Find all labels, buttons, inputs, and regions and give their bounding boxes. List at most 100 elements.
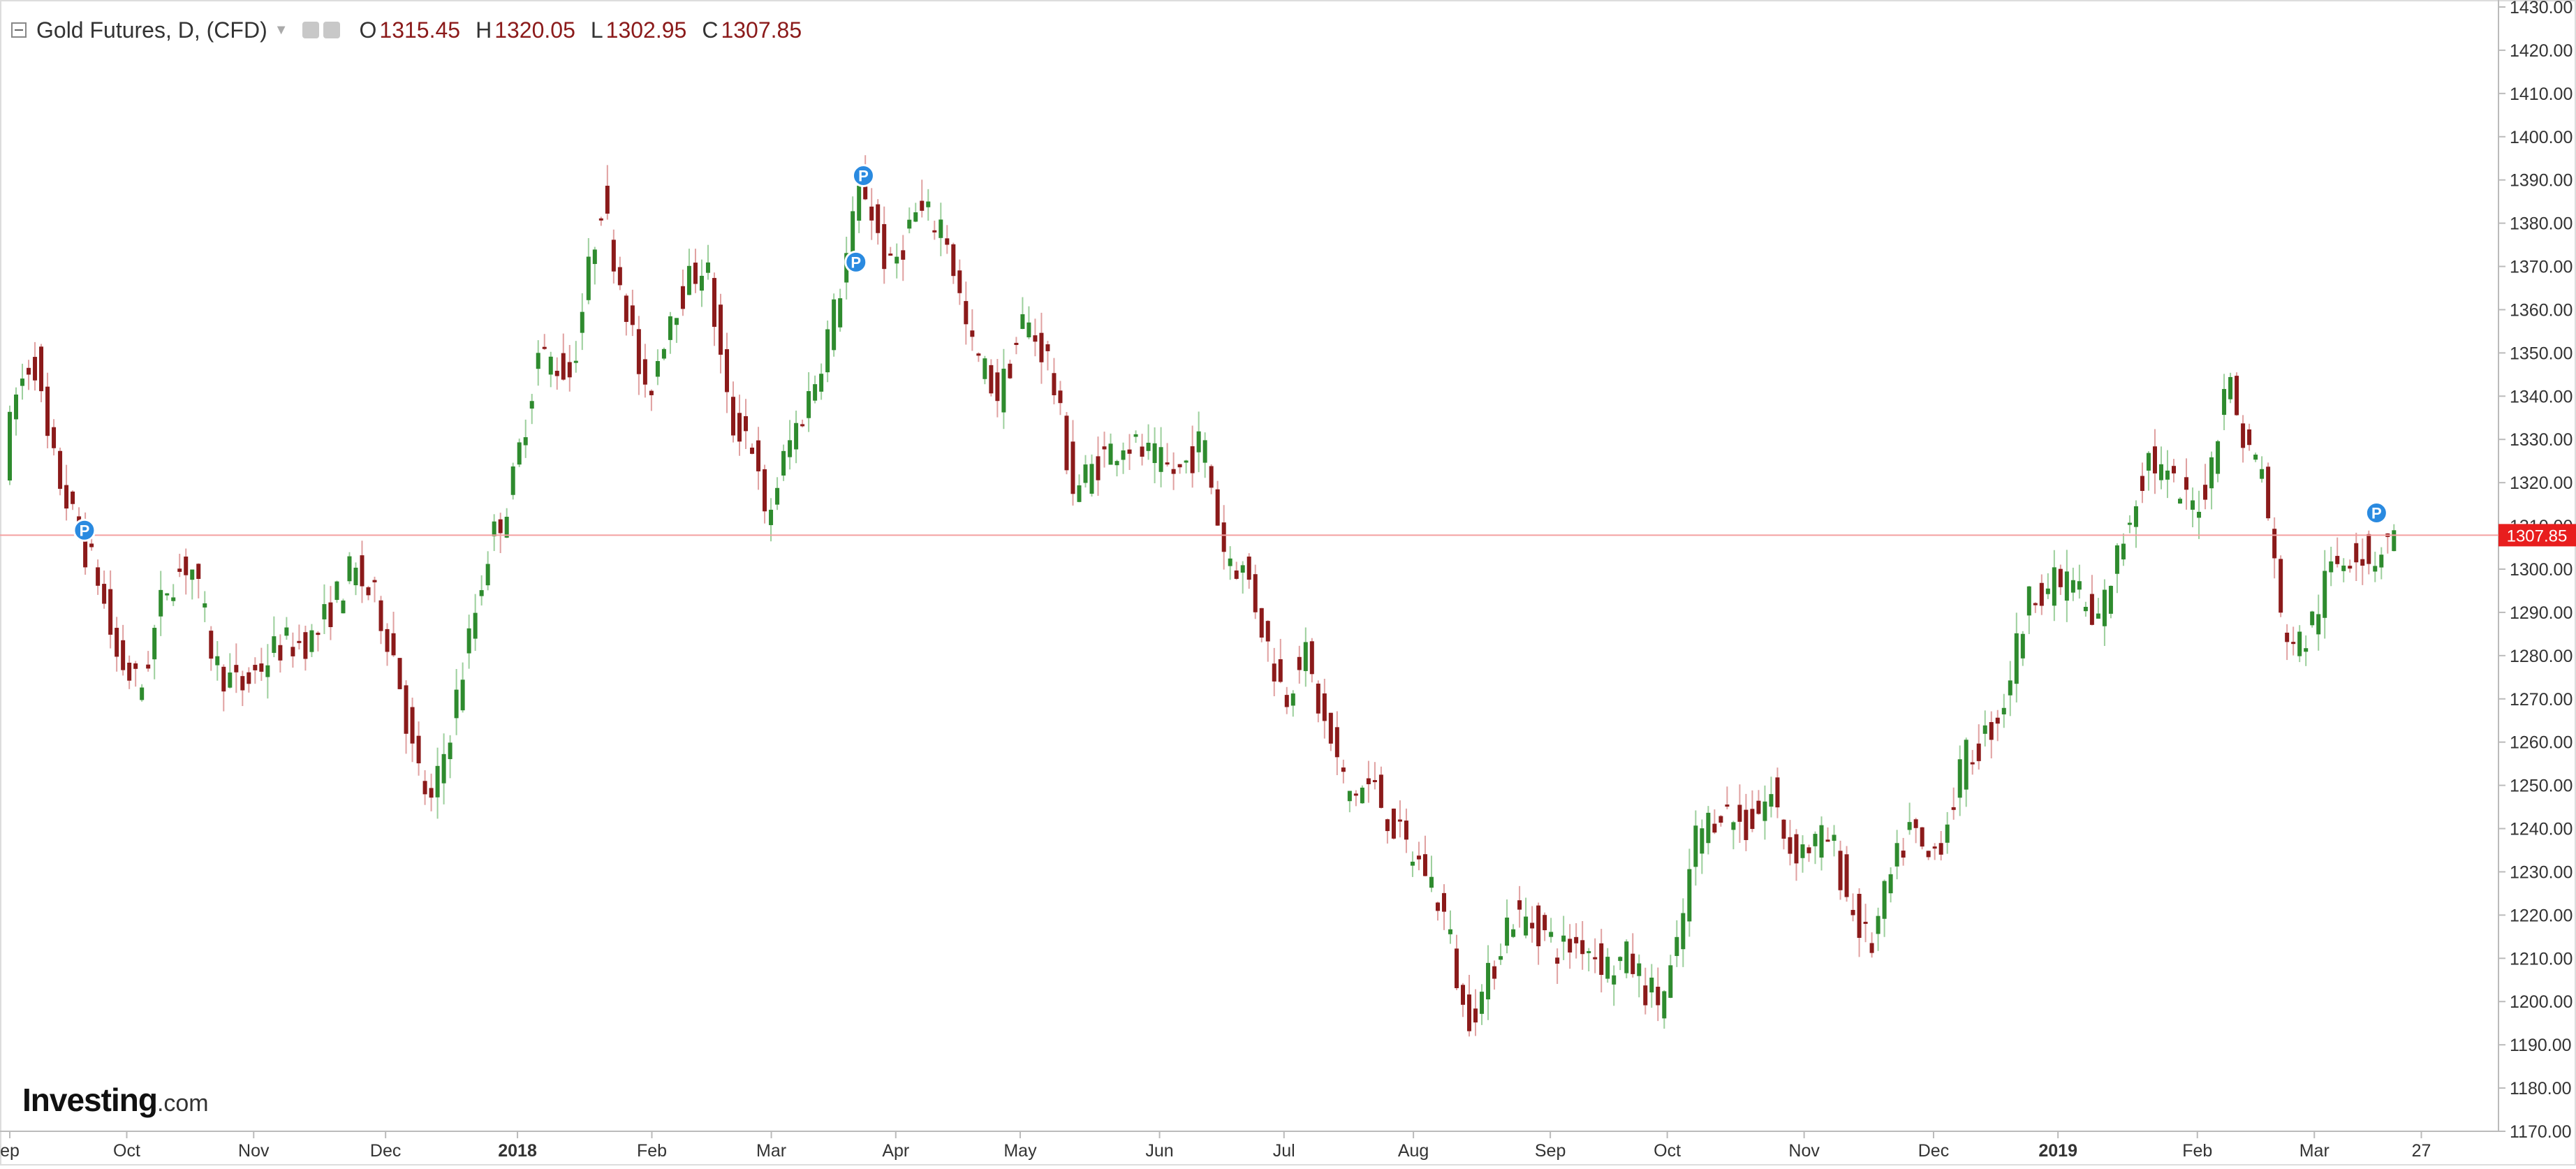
- event-marker[interactable]: [73, 518, 96, 542]
- candle-up: [215, 656, 220, 666]
- candle-up: [2001, 707, 2006, 714]
- candle-down: [1102, 446, 1107, 450]
- candle-down: [1857, 893, 1862, 939]
- time-axis-label: Feb: [2182, 1141, 2212, 1161]
- event-marker[interactable]: [2364, 501, 2388, 524]
- candle-down: [882, 223, 887, 270]
- candle-down: [605, 185, 610, 214]
- price-axis-label: 1340.00: [2510, 387, 2573, 406]
- open-value: 1315.45: [379, 17, 461, 43]
- candle-down: [196, 564, 201, 580]
- logo-suffix: .com: [156, 1090, 209, 1117]
- candle-down: [2058, 568, 2063, 587]
- candle-down: [1775, 777, 1780, 808]
- candle-up: [228, 672, 233, 688]
- collapse-icon[interactable]: [11, 22, 27, 38]
- candle-up: [441, 753, 446, 784]
- candle-up: [2379, 554, 2384, 568]
- candle-down: [1140, 446, 1145, 457]
- candle-down: [303, 632, 308, 659]
- investing-logo[interactable]: Investing.com: [22, 1081, 209, 1119]
- candle-down: [932, 230, 937, 233]
- candle-up: [8, 411, 12, 481]
- candle-down: [1234, 570, 1239, 579]
- close-label: C: [702, 17, 719, 43]
- candle-up: [913, 212, 918, 222]
- candle-up: [171, 597, 176, 601]
- settings-icon[interactable]: [302, 22, 319, 38]
- candle-up: [907, 219, 912, 229]
- candle-down: [1366, 778, 1371, 784]
- candle-up: [857, 185, 862, 221]
- candle-down: [1712, 823, 1717, 833]
- candle-down: [1718, 816, 1723, 823]
- low-label: L: [590, 17, 603, 43]
- candle-down: [995, 372, 1000, 402]
- candle-down: [1536, 905, 1541, 947]
- candle-up: [1152, 443, 1157, 464]
- candle-up: [2209, 457, 2214, 489]
- candle-down: [1014, 342, 1019, 345]
- candle-down: [1127, 449, 1132, 454]
- eye-icon[interactable]: [323, 22, 340, 38]
- candle-down: [1441, 892, 1446, 912]
- candle-up: [1681, 913, 1686, 950]
- candle-up: [448, 742, 452, 760]
- candle-down: [146, 664, 151, 669]
- candle-up: [1480, 992, 1485, 1014]
- event-marker[interactable]: [851, 164, 875, 187]
- price-axis-label: 1240.00: [2510, 820, 2573, 839]
- candle-down: [561, 353, 566, 380]
- candle-down: [763, 469, 767, 512]
- candle-up: [1360, 787, 1364, 804]
- candle-up: [1146, 443, 1151, 451]
- candle-down: [630, 305, 635, 325]
- candle-up: [1982, 725, 1987, 734]
- candle-down: [976, 353, 981, 356]
- candle-up: [1882, 881, 1887, 919]
- candle-down: [1391, 808, 1396, 839]
- time-axis-label: Nov: [1788, 1141, 1820, 1161]
- candle-down: [1543, 915, 1547, 931]
- time-axis-label: 2019: [2038, 1141, 2077, 1161]
- candle-down: [1385, 819, 1390, 832]
- candle-up: [586, 256, 591, 300]
- candle-down: [642, 359, 647, 385]
- time-axis-label: Oct: [113, 1141, 140, 1161]
- candle-up: [2133, 506, 2138, 527]
- candle-down: [1455, 948, 1459, 989]
- candle-up: [309, 630, 314, 652]
- candle-down: [1725, 804, 1730, 807]
- candle-down: [1926, 851, 1931, 858]
- candle-down: [1422, 854, 1427, 876]
- candle-up: [1706, 812, 1711, 844]
- candle-down: [2235, 376, 2239, 416]
- candle-down: [1033, 335, 1038, 342]
- chevron-down-icon[interactable]: ▼: [274, 22, 288, 38]
- candle-up: [674, 318, 679, 325]
- candle-up: [1001, 368, 1006, 413]
- candle-down: [1643, 985, 1648, 1006]
- candle-down: [1259, 608, 1264, 638]
- candle-down: [1070, 441, 1075, 494]
- candle-up: [1303, 642, 1308, 671]
- candle-down: [888, 253, 893, 256]
- candle-up: [2045, 588, 2050, 594]
- candle-down: [957, 270, 962, 293]
- candle-down: [297, 640, 302, 643]
- candle-down: [1788, 837, 1793, 854]
- candle-up: [781, 450, 786, 476]
- candle-up: [2316, 614, 2321, 635]
- time-axis-label: Feb: [637, 1141, 667, 1161]
- time-axis-label: Dec: [370, 1141, 401, 1161]
- candle-up: [2077, 581, 2082, 590]
- candle-up: [2026, 586, 2031, 616]
- candle-down: [1970, 762, 1975, 765]
- candle-up: [1964, 740, 1968, 790]
- candle-down: [1171, 469, 1176, 474]
- candle-down: [2140, 476, 2144, 491]
- event-marker[interactable]: [844, 250, 868, 274]
